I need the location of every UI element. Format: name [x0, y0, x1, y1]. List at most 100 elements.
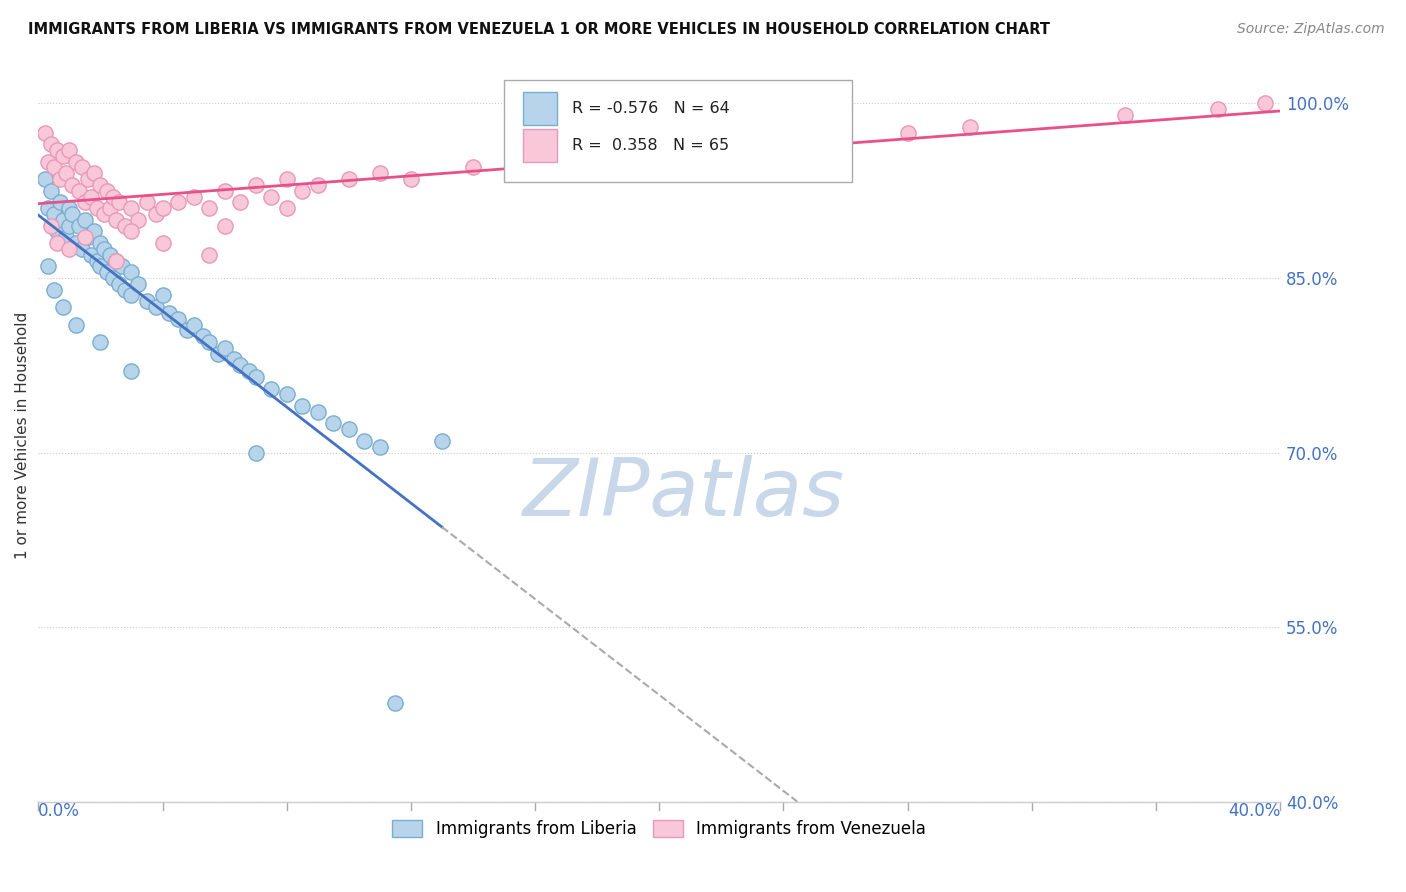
Text: R =  0.358   N = 65: R = 0.358 N = 65: [572, 138, 730, 153]
Point: [62, 178, 84, 192]
Point: [80, 189, 103, 203]
Point: [58, 242, 80, 256]
Point: [245, 178, 267, 192]
Point: [114, 283, 136, 297]
Point: [145, 300, 167, 314]
Point: [337, 422, 360, 436]
Point: [52, 212, 75, 227]
Point: [34, 126, 56, 140]
Point: [198, 248, 221, 262]
Point: [399, 172, 422, 186]
Point: [959, 120, 981, 134]
Y-axis label: 1 or more Vehicles in Household: 1 or more Vehicles in Household: [15, 311, 30, 558]
Point: [46, 224, 69, 238]
Point: [83, 166, 105, 180]
Point: [214, 341, 236, 355]
Point: [93, 207, 115, 221]
Point: [198, 334, 221, 349]
Point: [86, 201, 108, 215]
Point: [191, 329, 214, 343]
Point: [222, 352, 245, 367]
Point: [121, 364, 143, 378]
Point: [70, 242, 93, 256]
Point: [77, 172, 100, 186]
Point: [42, 283, 65, 297]
Point: [67, 184, 90, 198]
Point: [524, 154, 547, 169]
Point: [39, 184, 62, 198]
Text: ZIPatlas: ZIPatlas: [523, 455, 845, 533]
Point: [897, 126, 920, 140]
Point: [98, 201, 121, 215]
Point: [39, 219, 62, 233]
Point: [291, 399, 314, 413]
Point: [368, 166, 391, 180]
Point: [121, 224, 143, 238]
Point: [67, 219, 90, 233]
Point: [86, 253, 108, 268]
Point: [52, 300, 75, 314]
Point: [245, 445, 267, 459]
Point: [42, 161, 65, 175]
Point: [207, 346, 229, 360]
Point: [260, 189, 283, 203]
Point: [49, 195, 72, 210]
Point: [121, 265, 143, 279]
Point: [49, 172, 72, 186]
Text: R = -0.576   N = 64: R = -0.576 N = 64: [572, 102, 730, 116]
Point: [803, 131, 825, 145]
Point: [145, 207, 167, 221]
Point: [89, 235, 111, 250]
Point: [152, 235, 174, 250]
Point: [65, 318, 87, 332]
Text: 0.0%: 0.0%: [38, 802, 80, 820]
Legend: Immigrants from Liberia, Immigrants from Venezuela: Immigrants from Liberia, Immigrants from…: [385, 813, 934, 845]
Point: [70, 161, 93, 175]
Point: [337, 172, 360, 186]
Point: [121, 201, 143, 215]
Point: [111, 260, 134, 274]
Point: [167, 311, 190, 326]
Point: [276, 387, 298, 401]
Point: [34, 172, 56, 186]
Point: [368, 440, 391, 454]
Text: IMMIGRANTS FROM LIBERIA VS IMMIGRANTS FROM VENEZUELA 1 OR MORE VEHICLES IN HOUSE: IMMIGRANTS FROM LIBERIA VS IMMIGRANTS FR…: [28, 22, 1050, 37]
Point: [46, 143, 69, 157]
Point: [55, 230, 77, 244]
Point: [229, 358, 252, 372]
Point: [291, 184, 314, 198]
Point: [55, 166, 77, 180]
Point: [37, 201, 59, 215]
Point: [238, 364, 260, 378]
Point: [93, 242, 115, 256]
Point: [245, 369, 267, 384]
Point: [52, 149, 75, 163]
Point: [98, 248, 121, 262]
Point: [39, 137, 62, 152]
Point: [89, 334, 111, 349]
Point: [127, 212, 149, 227]
Bar: [523, 93, 557, 126]
Point: [384, 696, 406, 710]
Point: [80, 248, 103, 262]
Text: 40.0%: 40.0%: [1227, 802, 1281, 820]
Point: [648, 154, 671, 169]
Text: Source: ZipAtlas.com: Source: ZipAtlas.com: [1237, 22, 1385, 37]
Point: [229, 195, 252, 210]
Point: [58, 201, 80, 215]
Point: [322, 417, 344, 431]
Point: [104, 253, 127, 268]
Point: [176, 323, 198, 337]
Point: [136, 294, 159, 309]
Point: [37, 260, 59, 274]
Point: [710, 143, 733, 157]
Point: [101, 189, 124, 203]
Point: [104, 212, 127, 227]
Point: [430, 434, 453, 448]
FancyBboxPatch shape: [505, 79, 852, 182]
Point: [77, 230, 100, 244]
Point: [58, 143, 80, 157]
Point: [62, 207, 84, 221]
Point: [260, 382, 283, 396]
Point: [89, 178, 111, 192]
